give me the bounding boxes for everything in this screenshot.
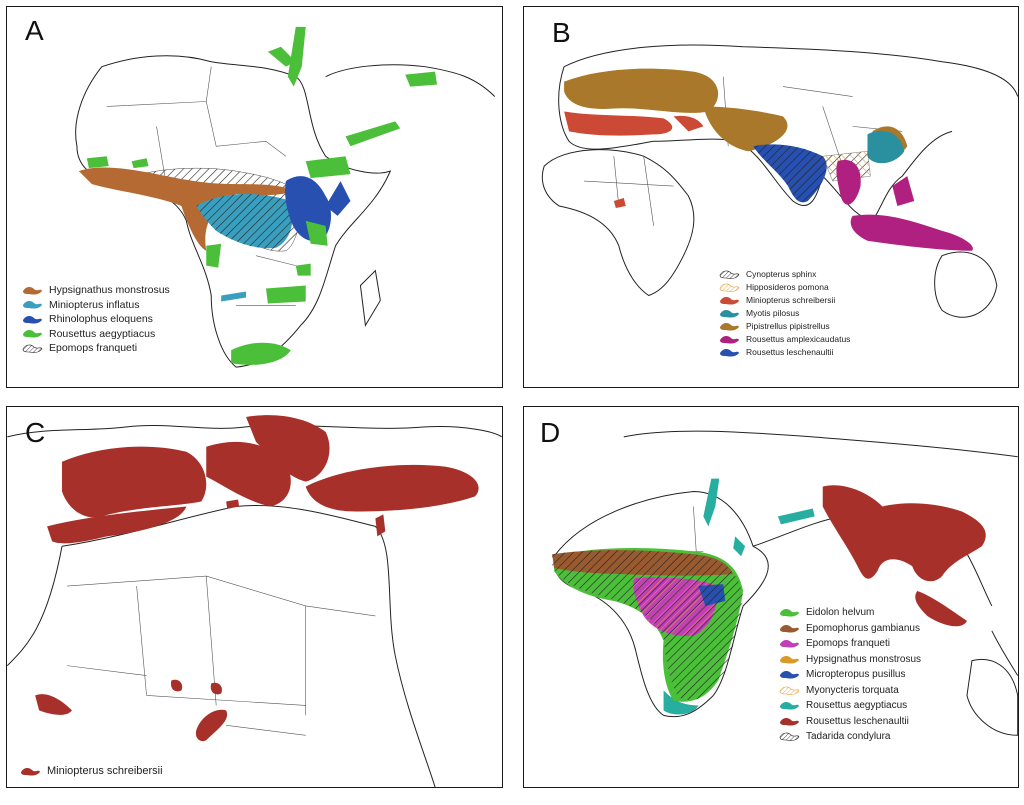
- panel-b: B Cynopterus sphinx Hipposideros pomona …: [523, 6, 1019, 388]
- legend-swatch: [718, 269, 740, 280]
- legend-item: Cynopterus sphinx: [718, 268, 850, 281]
- legend-swatch: [778, 623, 800, 634]
- legend-item: Rhinolophus eloquens: [21, 312, 170, 327]
- legend-label: Rousettus aegyptiacus: [49, 327, 156, 340]
- legend-label: Miniopterus schreibersii: [47, 765, 163, 777]
- legend-item: Epomops franqueti: [778, 636, 921, 652]
- legend-label: Miniopterus inflatus: [49, 298, 140, 311]
- legend-label: Tadarida condylura: [806, 731, 891, 742]
- legend-swatch: [778, 716, 800, 727]
- legend-item: Rousettus leschenaultii: [718, 346, 850, 359]
- legend-swatch: [718, 282, 740, 293]
- legend-label: Miniopterus schreibersii: [746, 295, 836, 305]
- panel-d: D Eidolon helvum Epomophorus gambianus E…: [523, 406, 1019, 788]
- mediterranean-coastline: [7, 424, 502, 787]
- legend-item: Rousettus aegyptiacus: [21, 327, 170, 342]
- legend-swatch: [21, 343, 43, 354]
- legend-label: Myonycteris torquata: [806, 684, 899, 696]
- legend-item: Myonycteris torquata: [778, 683, 921, 699]
- legend-item: Pipistrellus pipistrellus: [718, 320, 850, 333]
- eurasia-coastline: [558, 44, 1018, 222]
- africa-map-a: [75, 26, 496, 368]
- legend-c: Miniopterus schreibersii: [19, 765, 163, 778]
- panel-label-a: A: [25, 15, 44, 46]
- legend-item: Micropteropus pusillus: [778, 667, 921, 683]
- legend-swatch: [778, 731, 800, 742]
- legend-label: Pipistrellus pipistrellus: [746, 321, 830, 331]
- legend-a: Hypsignathus monstrosus Miniopterus infl…: [21, 283, 170, 356]
- legend-d: Eidolon helvum Epomophorus gambianus Epo…: [778, 605, 921, 745]
- legend-item: Rousettus leschenaultii: [778, 714, 921, 730]
- panel-label-d: D: [540, 417, 561, 448]
- old-world-map-d: [552, 430, 1018, 736]
- legend-label: Eidolon helvum: [806, 607, 875, 618]
- legend-b: Cynopterus sphinx Hipposideros pomona Mi…: [718, 268, 850, 359]
- panel-a: A Hypsignathus monstrosus Miniopterus in…: [6, 6, 503, 388]
- legend-item: Epomops franqueti: [21, 341, 170, 356]
- legend-swatch: [778, 654, 800, 665]
- legend-item: Miniopterus schreibersii: [19, 765, 163, 778]
- mediterranean-map-c: [7, 415, 502, 787]
- legend-swatch: [778, 669, 800, 680]
- legend-item: Hipposideros pomona: [718, 281, 850, 294]
- panel-c: C Miniopterus schreibersii: [6, 406, 503, 788]
- legend-item: Hypsignathus monstrosus: [21, 283, 170, 298]
- legend-label: Hypsignathus monstrosus: [49, 284, 170, 296]
- legend-swatch: [718, 321, 740, 332]
- legend-label: Micropteropus pusillus: [806, 669, 906, 680]
- legend-swatch: [778, 685, 800, 696]
- legend-swatch: [21, 285, 43, 296]
- legend-swatch: [21, 328, 43, 339]
- legend-item: Epomophorus gambianus: [778, 621, 921, 637]
- legend-label: Myotis pilosus: [746, 308, 800, 318]
- africa-coastline: [541, 149, 695, 297]
- legend-label: Rousettus aegyptiacus: [806, 700, 908, 711]
- legend-item: Eidolon helvum: [778, 605, 921, 621]
- legend-item: Miniopterus schreibersii: [718, 294, 850, 307]
- legend-item: Tadarida condylura: [778, 729, 921, 745]
- legend-label: Epomops franqueti: [806, 638, 890, 649]
- legend-swatch: [778, 700, 800, 711]
- legend-label: Rhinolophus eloquens: [49, 313, 153, 325]
- legend-label: Cynopterus sphinx: [746, 269, 817, 279]
- panel-label-c: C: [25, 417, 46, 448]
- legend-swatch: [718, 308, 740, 319]
- legend-label: Rousettus leschenaultii: [806, 715, 909, 727]
- legend-item: Miniopterus inflatus: [21, 298, 170, 313]
- legend-label: Rousettus amplexicaudatus: [746, 334, 851, 344]
- legend-label: Rousettus leschenaultii: [746, 347, 834, 357]
- legend-swatch: [778, 638, 800, 649]
- legend-label: Epomops franqueti: [49, 342, 138, 354]
- legend-label: Hypsignathus monstrosus: [806, 653, 922, 665]
- legend-label: Epomophorus gambianus: [806, 622, 920, 634]
- panel-label-b: B: [552, 17, 571, 48]
- eurasia-map-b: [541, 44, 1018, 318]
- legend-item: Hypsignathus monstrosus: [778, 652, 921, 668]
- legend-item: Myotis pilosus: [718, 307, 850, 320]
- legend-swatch: [21, 299, 43, 310]
- legend-item: Rousettus aegyptiacus: [778, 698, 921, 714]
- legend-swatch: [718, 347, 740, 358]
- legend-label: Hipposideros pomona: [746, 282, 829, 292]
- legend-swatch: [718, 334, 740, 345]
- legend-swatch: [718, 295, 740, 306]
- legend-swatch: [778, 607, 800, 618]
- legend-swatch: [19, 766, 41, 777]
- legend-swatch: [21, 314, 43, 325]
- legend-item: Rousettus amplexicaudatus: [718, 333, 850, 346]
